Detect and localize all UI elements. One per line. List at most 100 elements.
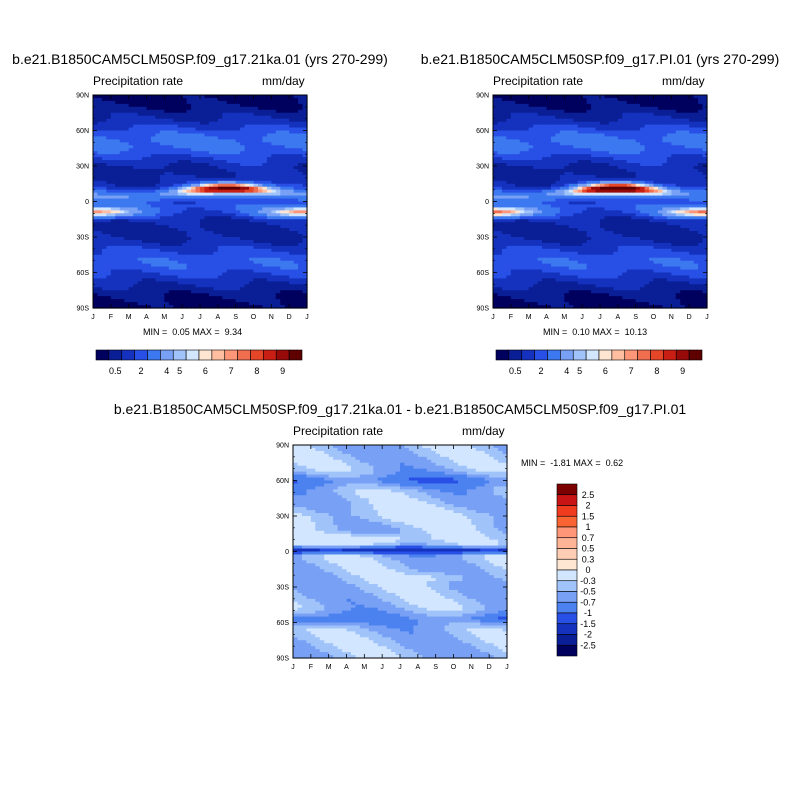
heatmap-cell (293, 115, 299, 120)
heatmap-cell (235, 269, 241, 274)
heatmap-cell (600, 174, 606, 179)
heatmap-cell (275, 195, 281, 200)
heatmap-cell (173, 225, 179, 229)
heatmap-cell (640, 115, 646, 120)
heatmap-cell (253, 163, 259, 167)
heatmap-cell (110, 251, 116, 256)
heatmap-cell (249, 168, 255, 173)
heatmap-cell (213, 109, 219, 114)
heatmap-cell (262, 154, 268, 158)
heatmap-cell (200, 136, 206, 140)
heatmap-cell (119, 263, 125, 268)
heatmap-cell (555, 154, 561, 158)
heatmap-cell (97, 97, 103, 102)
heatmap-cell (195, 242, 201, 247)
heatmap-cell (150, 207, 157, 211)
heatmap-cell (208, 242, 214, 247)
heatmap-cell (182, 213, 188, 217)
heatmap-cell (640, 163, 646, 167)
heatmap-cell (284, 302, 290, 306)
heatmap-cell (289, 151, 295, 155)
heatmap-cell (231, 228, 237, 232)
heatmap-cell (200, 189, 206, 194)
heatmap-cell (600, 171, 606, 176)
heatmap-cell (257, 189, 264, 194)
heatmap-cell (182, 145, 188, 149)
heatmap-cell (266, 154, 272, 158)
heatmap-cell (101, 157, 107, 161)
heatmap-cell (213, 112, 219, 117)
heatmap-cell (204, 130, 210, 135)
heatmap-cell (182, 124, 188, 129)
heatmap-cell (115, 305, 121, 309)
heatmap-cell (613, 136, 619, 140)
heatmap-cell (302, 195, 308, 200)
heatmap-cell (119, 97, 125, 102)
heatmap-cell (253, 201, 259, 206)
heatmap-cell (177, 97, 183, 102)
heatmap-cell (110, 136, 116, 140)
heatmap-cell (150, 168, 157, 173)
heatmap-cell (101, 198, 107, 203)
heatmap-cell (150, 254, 157, 259)
heatmap-cell (666, 100, 672, 105)
heatmap-cell (137, 95, 143, 99)
heatmap-cell (257, 124, 264, 129)
heatmap-cell (271, 97, 277, 102)
heatmap-cell (150, 186, 157, 191)
heatmap-cell (506, 157, 512, 161)
heatmap-cell (128, 100, 134, 105)
heatmap-cell (542, 142, 548, 146)
heatmap-cell (93, 183, 99, 188)
heatmap-cell (97, 219, 103, 223)
heatmap-cell (222, 237, 228, 241)
heatmap-cell (101, 95, 107, 99)
heatmap-cell (128, 210, 134, 214)
heatmap-cell (640, 95, 646, 99)
heatmap-cell (564, 160, 570, 164)
heatmap-cell (137, 248, 143, 253)
heatmap-cell (550, 157, 557, 161)
heatmap-cell (173, 266, 179, 271)
heatmap-cell (533, 139, 539, 143)
heatmap-cell (168, 278, 174, 282)
heatmap-cell (253, 127, 259, 132)
heatmap-cell (249, 103, 255, 108)
heatmap-cell (186, 163, 192, 167)
heatmap-cell (155, 186, 161, 191)
heatmap-cell (101, 210, 107, 214)
heatmap-cell (591, 148, 597, 152)
heatmap-cell (528, 115, 534, 120)
heatmap-cell (249, 198, 255, 203)
heatmap-cell (275, 118, 281, 123)
heatmap-cell (501, 136, 507, 140)
heatmap-cell (191, 139, 197, 143)
heatmap-cell (133, 106, 139, 111)
heatmap-cell (182, 139, 188, 143)
heatmap-cell (137, 166, 143, 170)
heatmap-cell (595, 112, 601, 117)
heatmap-cell (635, 136, 641, 140)
heatmap-cell (515, 112, 521, 117)
heatmap-cell (204, 239, 210, 244)
heatmap-cell (164, 216, 170, 220)
heatmap-cell (519, 106, 525, 111)
heatmap-cell (195, 163, 201, 167)
heatmap-cell (510, 103, 516, 108)
heatmap-cell (559, 171, 565, 176)
heatmap-cell (275, 210, 281, 214)
heatmap-cell (280, 299, 286, 303)
heatmap-cell (559, 118, 565, 123)
heatmap-cell (146, 290, 152, 294)
heatmap-cell (684, 109, 690, 114)
heatmap-cell (97, 109, 103, 114)
heatmap-cell (662, 112, 668, 117)
heatmap-cell (186, 228, 192, 232)
heatmap-cell (106, 248, 112, 253)
heatmap-cell (302, 154, 308, 158)
heatmap-cell (137, 287, 143, 291)
heatmap-cell (146, 121, 152, 126)
heatmap-cell (106, 213, 112, 217)
heatmap-cell (240, 145, 246, 149)
heatmap-cell (137, 115, 143, 120)
